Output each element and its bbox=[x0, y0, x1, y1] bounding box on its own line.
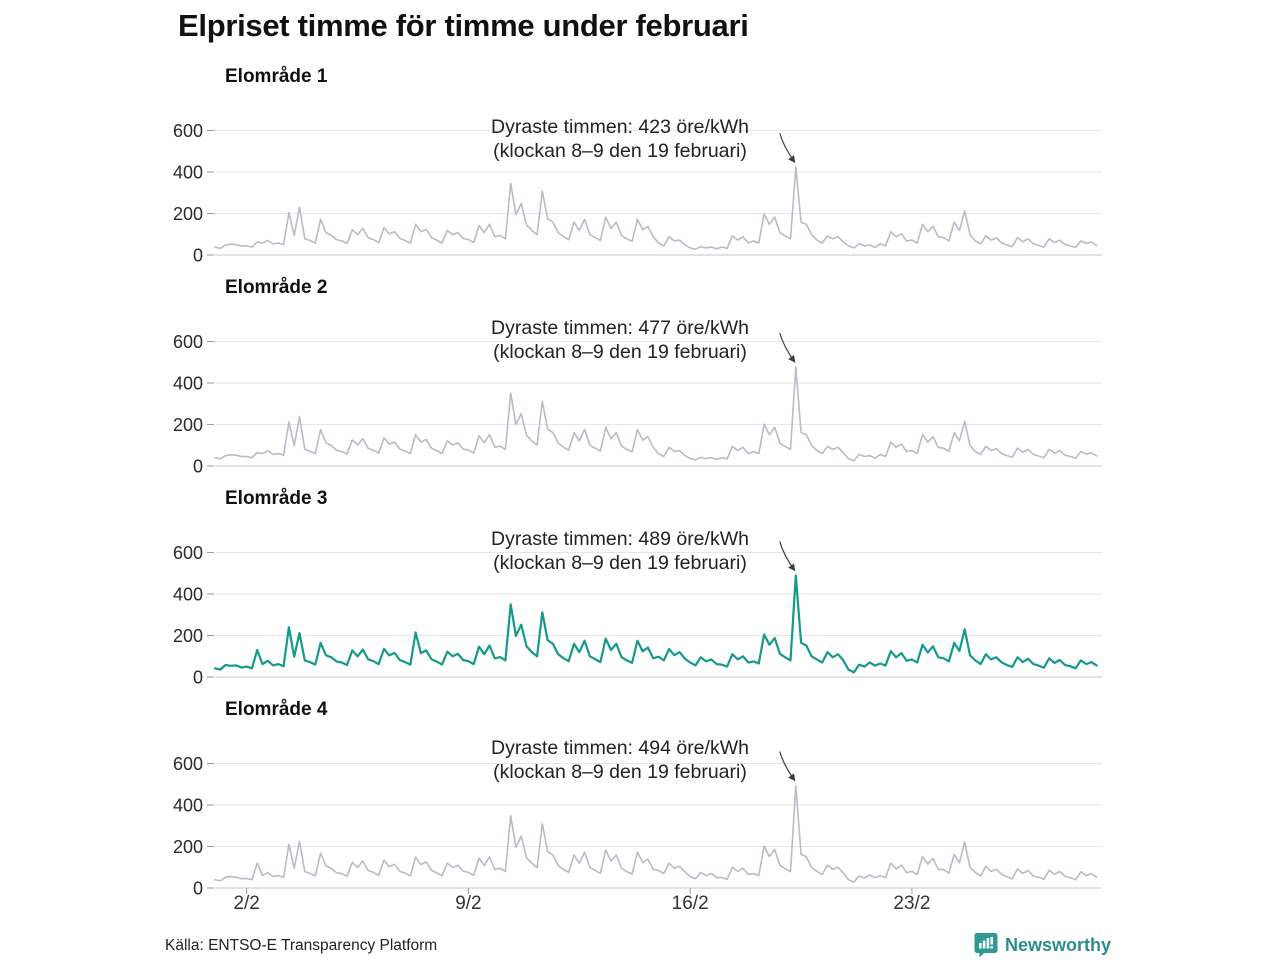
page-title: Elpriset timme för timme under februari bbox=[178, 8, 749, 43]
annotation-line2: (klockan 8–9 den 19 februari) bbox=[493, 552, 747, 574]
y-tick-label: 0 bbox=[193, 668, 203, 688]
price-line bbox=[214, 784, 1098, 883]
y-tick-label: 200 bbox=[173, 626, 203, 646]
y-tick-label: 0 bbox=[193, 457, 203, 477]
annotation-line1: Dyraste timmen: 423 öre/kWh bbox=[491, 116, 749, 138]
y-tick-label: 400 bbox=[173, 163, 203, 183]
y-tick-label: 400 bbox=[173, 374, 203, 394]
y-tick-label: 200 bbox=[173, 837, 203, 857]
chart-title-elomrade-2: Elområde 2 bbox=[225, 277, 328, 298]
price-line bbox=[214, 366, 1098, 462]
plot-svg-elomrade-2: 0 200 400 600 bbox=[173, 332, 1102, 477]
y-tick-label: 600 bbox=[173, 543, 203, 563]
peak-arrow bbox=[779, 332, 796, 363]
peak-arrow bbox=[779, 133, 796, 164]
annotation-elomrade-2: Dyraste timmen: 477 öre/kWh (klockan 8–9… bbox=[390, 316, 850, 364]
bar-chart-bubble-icon bbox=[974, 933, 998, 958]
y-tick-label: 200 bbox=[173, 204, 203, 224]
price-line bbox=[213, 574, 1098, 674]
annotation-elomrade-1: Dyraste timmen: 423 öre/kWh (klockan 8–9… bbox=[390, 115, 850, 163]
annotation-elomrade-4: Dyraste timmen: 494 öre/kWh (klockan 8–9… bbox=[390, 736, 850, 784]
annotation-line1: Dyraste timmen: 489 öre/kWh bbox=[491, 528, 749, 550]
chart-title-elomrade-3: Elområde 3 bbox=[225, 488, 328, 509]
source-text: Källa: ENTSO-E Transparency Platform bbox=[165, 937, 438, 954]
y-tick-label: 400 bbox=[173, 796, 203, 816]
x-axis-label: 9/2 bbox=[455, 893, 482, 914]
chart-title-elomrade-1: Elområde 1 bbox=[225, 66, 328, 87]
annotation-elomrade-3: Dyraste timmen: 489 öre/kWh (klockan 8–9… bbox=[390, 527, 850, 575]
annotation-line2: (klockan 8–9 den 19 februari) bbox=[493, 140, 747, 162]
newsworthy-logo-text: Newsworthy bbox=[1005, 934, 1112, 955]
annotation-line1: Dyraste timmen: 494 öre/kWh bbox=[491, 737, 749, 759]
y-tick-label: 0 bbox=[193, 246, 203, 266]
y-tick-label: 200 bbox=[173, 415, 203, 435]
y-tick-label: 400 bbox=[173, 585, 203, 605]
y-tick-label: 600 bbox=[173, 121, 203, 141]
y-tick-label: 600 bbox=[173, 332, 203, 352]
y-tick-label: 0 bbox=[193, 879, 203, 899]
peak-arrow bbox=[779, 541, 796, 572]
peak-arrow bbox=[779, 751, 796, 782]
x-axis-label: 16/2 bbox=[671, 893, 709, 914]
plot-svg-elomrade-1: 0 200 400 600 bbox=[173, 121, 1102, 266]
x-axis-label: 2/2 bbox=[233, 893, 260, 914]
y-tick-label: 600 bbox=[173, 754, 203, 774]
price-line bbox=[214, 166, 1098, 250]
plot-svg-elomrade-3: 0 200 400 600 bbox=[173, 541, 1102, 688]
x-axis-label: 23/2 bbox=[893, 893, 931, 914]
annotation-line2: (klockan 8–9 den 19 februari) bbox=[493, 761, 747, 783]
chart-title-elomrade-4: Elområde 4 bbox=[225, 699, 328, 720]
annotation-line2: (klockan 8–9 den 19 februari) bbox=[493, 341, 747, 363]
newsworthy-logo: Newsworthy bbox=[974, 932, 1111, 958]
plot-svg-elomrade-4: 0 200 400 600 bbox=[173, 751, 1102, 899]
annotation-line1: Dyraste timmen: 477 öre/kWh bbox=[491, 317, 749, 339]
